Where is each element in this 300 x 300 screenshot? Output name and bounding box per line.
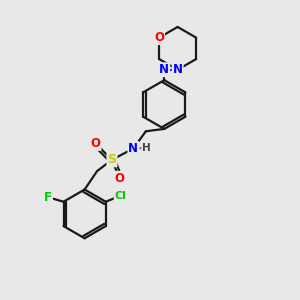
- Text: F: F: [44, 191, 52, 204]
- Text: O: O: [154, 31, 164, 44]
- Text: S: S: [107, 153, 116, 166]
- Text: N: N: [159, 63, 169, 76]
- Text: N: N: [172, 63, 183, 76]
- Text: Cl: Cl: [115, 191, 127, 201]
- Text: O: O: [114, 172, 124, 185]
- Text: O: O: [91, 137, 100, 150]
- Text: N: N: [128, 142, 138, 155]
- Text: H: H: [142, 143, 151, 153]
